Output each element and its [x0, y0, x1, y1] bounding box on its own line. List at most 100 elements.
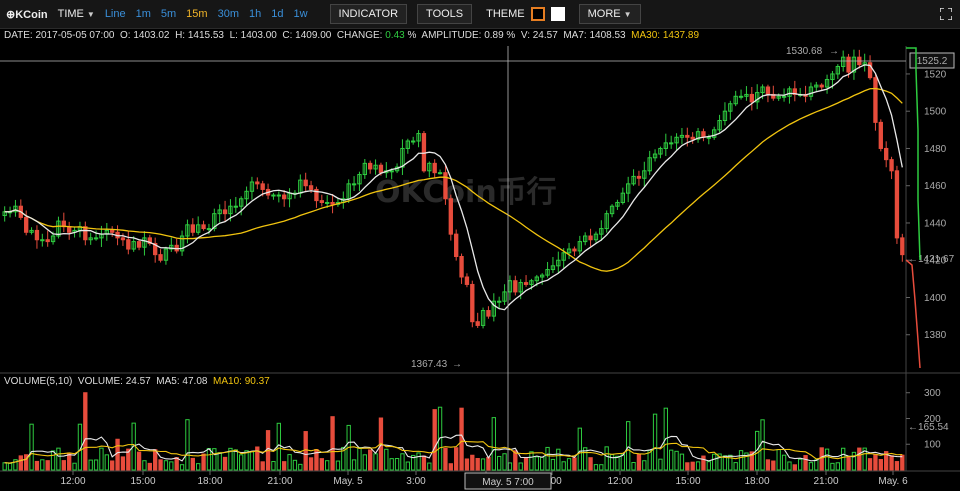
candle	[690, 132, 695, 144]
last-price-label: ←	[908, 254, 918, 265]
candle	[867, 55, 873, 80]
candle	[314, 186, 319, 208]
candle	[115, 225, 120, 246]
candle	[185, 219, 190, 244]
info-change-value: 0.43	[385, 30, 405, 41]
candle	[572, 246, 577, 257]
price-tick-label: 1380	[924, 330, 947, 341]
candle	[765, 84, 771, 103]
candle	[335, 197, 341, 207]
candle	[631, 169, 636, 186]
candle	[561, 248, 566, 268]
time-dropdown[interactable]: TIME ▼	[58, 8, 95, 20]
volume-bar	[201, 453, 206, 471]
volume-bar	[346, 424, 351, 471]
volume-bar	[115, 438, 120, 471]
candle	[77, 221, 83, 238]
price-tick-label: 1500	[924, 107, 947, 118]
volume-bar	[755, 430, 760, 471]
volume-bar	[846, 456, 851, 471]
volume-bar	[153, 449, 158, 471]
more-label: MORE	[587, 8, 621, 20]
candle	[744, 86, 749, 101]
volume-bar	[518, 462, 523, 471]
volume-bar	[878, 458, 883, 471]
candle	[136, 239, 142, 251]
volume-bar	[169, 461, 174, 471]
candle	[292, 190, 298, 199]
candle	[695, 127, 701, 143]
crosshair-price-label	[909, 52, 955, 69]
interval-15m[interactable]: 15m	[186, 8, 208, 20]
volume-bar	[2, 462, 7, 471]
price-tick-label: 1480	[924, 144, 947, 155]
volume-bar	[378, 417, 384, 471]
candle	[93, 230, 99, 241]
volume-bar	[480, 458, 486, 471]
interval-1d[interactable]: 1d	[271, 8, 284, 20]
candle	[819, 83, 824, 91]
time-tick-label: 15:00	[675, 476, 700, 487]
volume-bar	[411, 454, 416, 471]
volume-bar	[857, 447, 862, 471]
theme-light-swatch[interactable]	[550, 7, 565, 21]
volume-bar	[771, 460, 776, 471]
candle	[99, 225, 104, 247]
candle	[566, 242, 572, 260]
candle	[722, 102, 728, 126]
volume-bar	[464, 458, 470, 471]
volume-bar	[24, 454, 29, 471]
candle	[507, 275, 513, 301]
candle	[228, 199, 233, 222]
interval-1w[interactable]: 1w	[293, 8, 308, 20]
candle	[878, 119, 883, 152]
tools-button[interactable]: TOOLS	[417, 4, 473, 24]
volume-bar	[550, 458, 556, 471]
indicator-button[interactable]: INDICATOR	[329, 4, 408, 24]
volume-bar	[701, 455, 706, 471]
volume-bar	[448, 463, 453, 471]
interval-5m[interactable]: 5m	[160, 8, 177, 20]
volume-bar	[534, 456, 539, 471]
volume-bar	[260, 461, 265, 471]
volume-bar	[588, 457, 593, 471]
interval-line[interactable]: Line	[104, 8, 126, 20]
time-label: TIME	[57, 8, 84, 20]
volume-bar	[416, 452, 421, 471]
volume-bar	[491, 417, 496, 471]
candle	[45, 230, 50, 247]
volume-bar	[287, 454, 292, 471]
volume-bar	[373, 453, 378, 471]
volume-bar	[228, 447, 233, 471]
volume-bar	[319, 458, 324, 471]
volume-bar	[276, 422, 281, 471]
volume-tick-label: 100	[924, 440, 941, 451]
candle	[475, 312, 480, 328]
interval-1h[interactable]: 1h	[248, 8, 262, 20]
volume-bar	[18, 455, 23, 471]
volume-bar	[45, 460, 50, 471]
candle	[190, 218, 195, 237]
info-open: O: 1403.02	[120, 30, 170, 41]
volume-bar	[824, 448, 830, 471]
price-tick-label: 1460	[924, 181, 947, 192]
info-volume: V: 24.57	[520, 30, 558, 41]
theme-dark-swatch[interactable]	[530, 7, 545, 21]
arrow-right-icon: →	[452, 359, 462, 370]
volume-bar	[738, 450, 744, 471]
candle	[212, 208, 217, 232]
interval-1m[interactable]: 1m	[135, 8, 151, 20]
candle	[491, 293, 496, 322]
volume-bar	[384, 448, 389, 471]
candle	[330, 194, 335, 214]
fullscreen-icon[interactable]	[940, 8, 952, 20]
candle	[497, 296, 502, 309]
candle	[104, 222, 109, 241]
candle	[814, 81, 819, 92]
more-dropdown[interactable]: MORE ▼	[578, 4, 641, 24]
interval-30m[interactable]: 30m	[217, 8, 239, 20]
volume-bar	[72, 462, 77, 471]
volume-bar	[7, 462, 13, 471]
candle	[298, 174, 303, 198]
